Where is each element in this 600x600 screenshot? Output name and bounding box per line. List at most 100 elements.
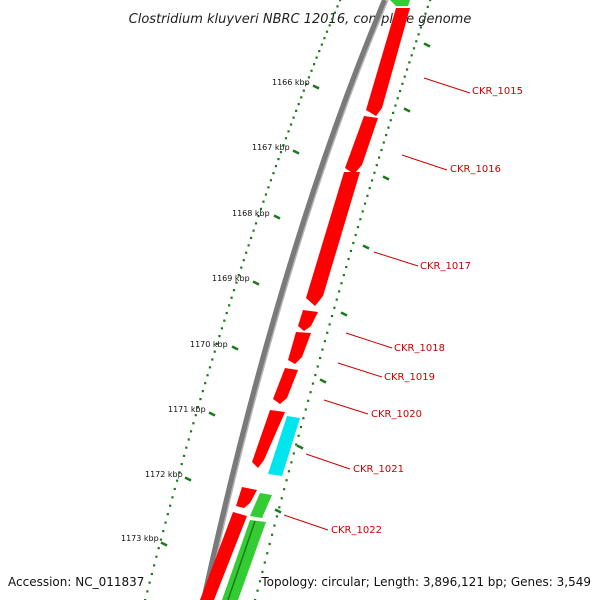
- scale-dot: [264, 193, 268, 196]
- gene-arrow[interactable]: [200, 512, 247, 600]
- scale-dot: [148, 581, 151, 584]
- scale-dot: [259, 207, 263, 210]
- gene-arrow[interactable]: [345, 116, 378, 174]
- scale-tick-label: 1171 kbp: [168, 405, 206, 414]
- scale-dot: [269, 179, 273, 182]
- scale-dot: [295, 443, 298, 446]
- gene-label-leader: [323, 399, 369, 415]
- scale-dot: [419, 26, 422, 29]
- scale-dot: [247, 244, 250, 247]
- scale-dot: [182, 454, 186, 457]
- scale-dot: [356, 226, 360, 229]
- gene-label-leader: [283, 514, 329, 531]
- scale-dot: [312, 63, 316, 66]
- scale-dot: [310, 69, 313, 72]
- scale-dot: [273, 524, 276, 527]
- inner-tick-mark: [362, 244, 370, 250]
- gene-arrow[interactable]: [252, 410, 285, 468]
- scale-dot: [354, 233, 357, 237]
- scale-dot: [311, 382, 315, 385]
- scale-dot: [424, 12, 427, 15]
- scale-dot: [336, 5, 339, 8]
- gene-label[interactable]: CKR_1015: [472, 86, 523, 97]
- scale-dot: [320, 43, 323, 46]
- scale-dot: [302, 417, 305, 420]
- scale-dot: [201, 390, 204, 393]
- inner-tick-mark: [296, 444, 304, 450]
- inner-tick-mark: [274, 508, 282, 514]
- gene-label[interactable]: CKR_1019: [384, 372, 435, 383]
- scale-track-inner: [254, 0, 432, 600]
- scale-tick-mark: [252, 280, 260, 286]
- scale-dot: [321, 348, 324, 351]
- accession-text: Accession: NC_011837: [8, 575, 144, 589]
- scale-dot: [211, 358, 214, 361]
- gene-label[interactable]: CKR_1021: [353, 464, 404, 475]
- inner-tick-mark: [382, 175, 390, 181]
- gene-arrow[interactable]: [306, 172, 360, 306]
- scale-dot: [429, 0, 432, 2]
- scale-dot: [274, 165, 278, 168]
- gene-label[interactable]: CKR_1016: [450, 164, 501, 175]
- scale-dot: [382, 141, 385, 144]
- scale-dot: [316, 365, 319, 368]
- gene-arrow[interactable]: [288, 332, 311, 364]
- scale-dot: [245, 251, 248, 254]
- scale-dot: [171, 496, 174, 499]
- gene-arrow[interactable]: [273, 368, 298, 404]
- scale-dot: [178, 471, 181, 474]
- rna-gene[interactable]: [250, 493, 272, 518]
- gene-arrow[interactable]: [298, 310, 318, 331]
- scale-dot: [258, 580, 262, 583]
- scale-dot: [237, 274, 240, 277]
- scale-dot: [263, 561, 266, 564]
- gene-label[interactable]: CKR_1020: [371, 409, 422, 420]
- rna-gene[interactable]: [222, 520, 266, 600]
- scale-dot: [270, 533, 274, 536]
- scale-dot: [328, 24, 331, 27]
- scale-dot: [366, 194, 369, 197]
- scale-dot: [164, 521, 167, 524]
- scale-dot: [268, 542, 271, 546]
- gene-arrow-highlight[interactable]: [268, 416, 300, 476]
- scale-dot: [249, 236, 253, 240]
- gene-label[interactable]: CKR_1017: [420, 261, 471, 272]
- scale-dot: [157, 547, 160, 550]
- genome-backbone-highlight: [206, 0, 389, 600]
- scale-dot: [401, 82, 404, 85]
- scale-dot: [194, 414, 197, 417]
- scale-dot: [392, 111, 395, 114]
- scale-dot: [216, 342, 219, 345]
- gene-arrow[interactable]: [390, 0, 410, 6]
- gene-label[interactable]: CKR_1022: [331, 525, 382, 536]
- scale-dot: [338, 290, 341, 293]
- scale-dot: [232, 289, 236, 292]
- scale-dot: [275, 515, 279, 518]
- scale-dot: [323, 37, 326, 40]
- scale-dot: [292, 452, 295, 455]
- scale-tick-label: 1168 kbp: [232, 209, 270, 218]
- scale-dot: [240, 266, 243, 269]
- scale-dot: [378, 156, 381, 159]
- scale-tick-mark: [292, 149, 300, 155]
- scale-dot: [370, 179, 374, 182]
- gene-arrow[interactable]: [366, 8, 410, 116]
- scale-dot: [287, 470, 291, 473]
- scale-dot: [347, 257, 350, 261]
- scale-dot: [342, 274, 345, 277]
- scale-dot: [284, 137, 288, 140]
- scale-dot: [415, 40, 418, 43]
- scale-dot: [304, 408, 307, 411]
- scale-dot: [213, 350, 216, 353]
- gene-arrow[interactable]: [236, 487, 257, 508]
- scale-tick-label: 1172 kbp: [145, 470, 183, 479]
- scale-dot: [422, 19, 425, 22]
- scale-ticks: 1166 kbp 1167 kbp 1168 kbp 1169 kbp 1170 kbp…: [121, 42, 431, 547]
- scale-dot: [368, 187, 371, 190]
- gene-label[interactable]: CKR_1018: [394, 343, 445, 354]
- scale-dot: [325, 30, 329, 33]
- scale-dot: [261, 570, 264, 573]
- scale-dot: [345, 265, 348, 269]
- scale-tick-mark: [273, 214, 281, 220]
